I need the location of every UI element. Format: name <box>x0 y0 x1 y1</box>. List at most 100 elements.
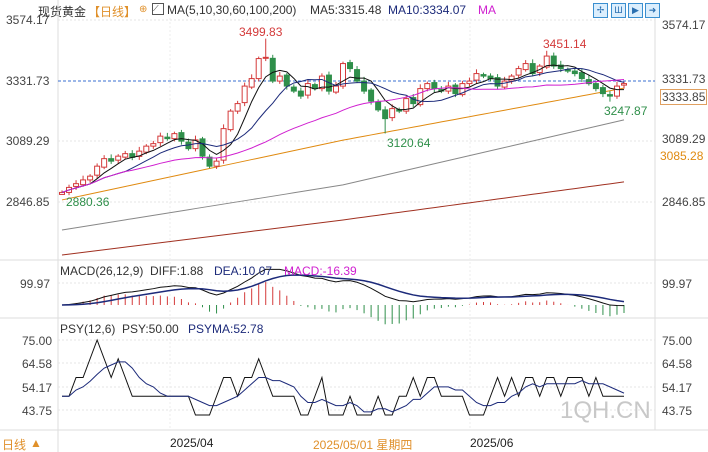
y-tick-right: 3574.17 <box>662 18 706 32</box>
candle-down <box>375 101 382 111</box>
candle-down <box>361 80 368 92</box>
psy-y-tick: 75.00 <box>22 334 53 348</box>
candle-up <box>332 85 339 93</box>
candle-down <box>283 74 290 87</box>
macd-dea: DEA:10.07 <box>214 264 273 278</box>
candle-up <box>424 83 431 90</box>
candle-down <box>557 64 564 70</box>
low-annotation: 3120.64 <box>387 136 431 150</box>
candle-down <box>164 136 171 140</box>
psyma-value: PSYMA:52.78 <box>188 322 264 336</box>
candle-down <box>382 109 389 120</box>
psy-title: PSY(12,6) <box>60 322 116 336</box>
macd-diff-line <box>61 268 625 307</box>
candle-up <box>234 103 241 112</box>
candle-down <box>585 79 592 85</box>
candle-down <box>269 57 276 82</box>
macd-title: MACD(26,12,9) <box>60 264 144 278</box>
high-annotation: 3499.83 <box>239 25 283 39</box>
psy-y-tick: 64.58 <box>662 357 693 371</box>
candle-down <box>578 72 585 80</box>
candle-down <box>571 70 578 75</box>
ma10-value: MA10:3334.07 <box>388 3 467 17</box>
ma200-line <box>61 181 625 256</box>
ma-params: MA(5,10,30,60,100,200) <box>167 3 297 17</box>
candle-up <box>403 98 410 112</box>
candle-down <box>410 97 417 105</box>
candle-down <box>297 90 304 97</box>
candle-up <box>522 63 529 71</box>
ma60-price-label: 3085.28 <box>660 149 704 163</box>
indicator-icon[interactable]: ⟋ <box>152 3 164 15</box>
candle-up <box>171 133 178 140</box>
candle-up <box>94 165 101 176</box>
psy-y-tick: 64.58 <box>22 357 53 371</box>
candle-up <box>122 153 129 158</box>
psy-y-tick: 54.17 <box>662 381 693 395</box>
low-annotation: 3247.87 <box>604 104 648 118</box>
high-annotation: 3451.14 <box>543 37 587 51</box>
candle-up <box>304 83 311 96</box>
candle-down <box>108 158 115 162</box>
y-tick-left: 2846.85 <box>6 195 50 209</box>
ma60-line <box>61 87 625 201</box>
candle-down <box>480 74 487 77</box>
crosshair-button[interactable]: ✢ <box>593 3 608 18</box>
candle-up <box>73 183 80 187</box>
candle-up <box>59 191 65 195</box>
candle-down <box>606 94 613 97</box>
candle-down <box>529 63 536 75</box>
candle-up <box>213 160 220 167</box>
candle-down <box>354 69 361 82</box>
candle-up <box>473 73 480 81</box>
psy-y-tick: 54.17 <box>22 381 53 395</box>
y-tick-right: 3331.73 <box>662 72 706 86</box>
macd-dea-line <box>61 274 625 306</box>
candle-down <box>368 89 375 102</box>
exit-button[interactable]: ➜ <box>645 3 660 18</box>
candle-up <box>621 83 627 86</box>
candle-up <box>150 143 157 147</box>
candle-down <box>431 82 438 90</box>
candle-up <box>501 80 508 88</box>
ma5-value: MA5:3315.48 <box>310 3 382 17</box>
low-annotation: 2880.36 <box>66 195 110 209</box>
play-button[interactable]: ▶ <box>628 3 643 18</box>
candle-down <box>199 138 206 157</box>
candle-up <box>276 75 283 82</box>
candle-up <box>459 83 466 96</box>
candle-up <box>101 158 108 168</box>
psy-y-tick: 75.00 <box>662 334 693 348</box>
candle-up <box>241 85 248 104</box>
candle-up <box>466 80 473 85</box>
y-tick-right: 3089.29 <box>662 132 706 146</box>
candle-up <box>262 56 269 59</box>
period-arrow-icon[interactable]: ▲ <box>30 436 42 450</box>
candle-down <box>347 62 354 70</box>
y-tick-left: 3089.29 <box>6 134 50 148</box>
candle-up <box>115 155 122 161</box>
instrument-title: 现货黄金 <box>38 5 87 19</box>
candle-up <box>80 179 87 186</box>
ma5-line <box>61 64 624 193</box>
zoom-button[interactable]: Ш <box>611 3 626 18</box>
candle-up <box>389 108 396 119</box>
period-label[interactable]: 【日线】 <box>88 5 137 19</box>
candle-up <box>248 78 255 88</box>
candle-up <box>340 63 346 87</box>
macd-value: MACD:-16.39 <box>284 264 357 278</box>
footer-period[interactable]: 日线 <box>2 438 27 452</box>
candle-down <box>290 86 297 92</box>
candle-down <box>178 132 185 142</box>
settings-icon[interactable]: ⊕ <box>139 4 148 15</box>
y-tick-left: 3331.73 <box>6 74 50 88</box>
ma100-line <box>61 119 625 231</box>
psy-y-tick: 43.75 <box>22 404 53 418</box>
x-label: 2025/04 <box>170 436 214 450</box>
last-price-label: 3333.85 <box>660 89 708 105</box>
y-tick-left: 3574.17 <box>6 13 50 27</box>
macd-y-tick: 99.97 <box>662 277 693 291</box>
candle-up <box>543 55 550 68</box>
y-tick-right: 2846.85 <box>662 195 706 209</box>
